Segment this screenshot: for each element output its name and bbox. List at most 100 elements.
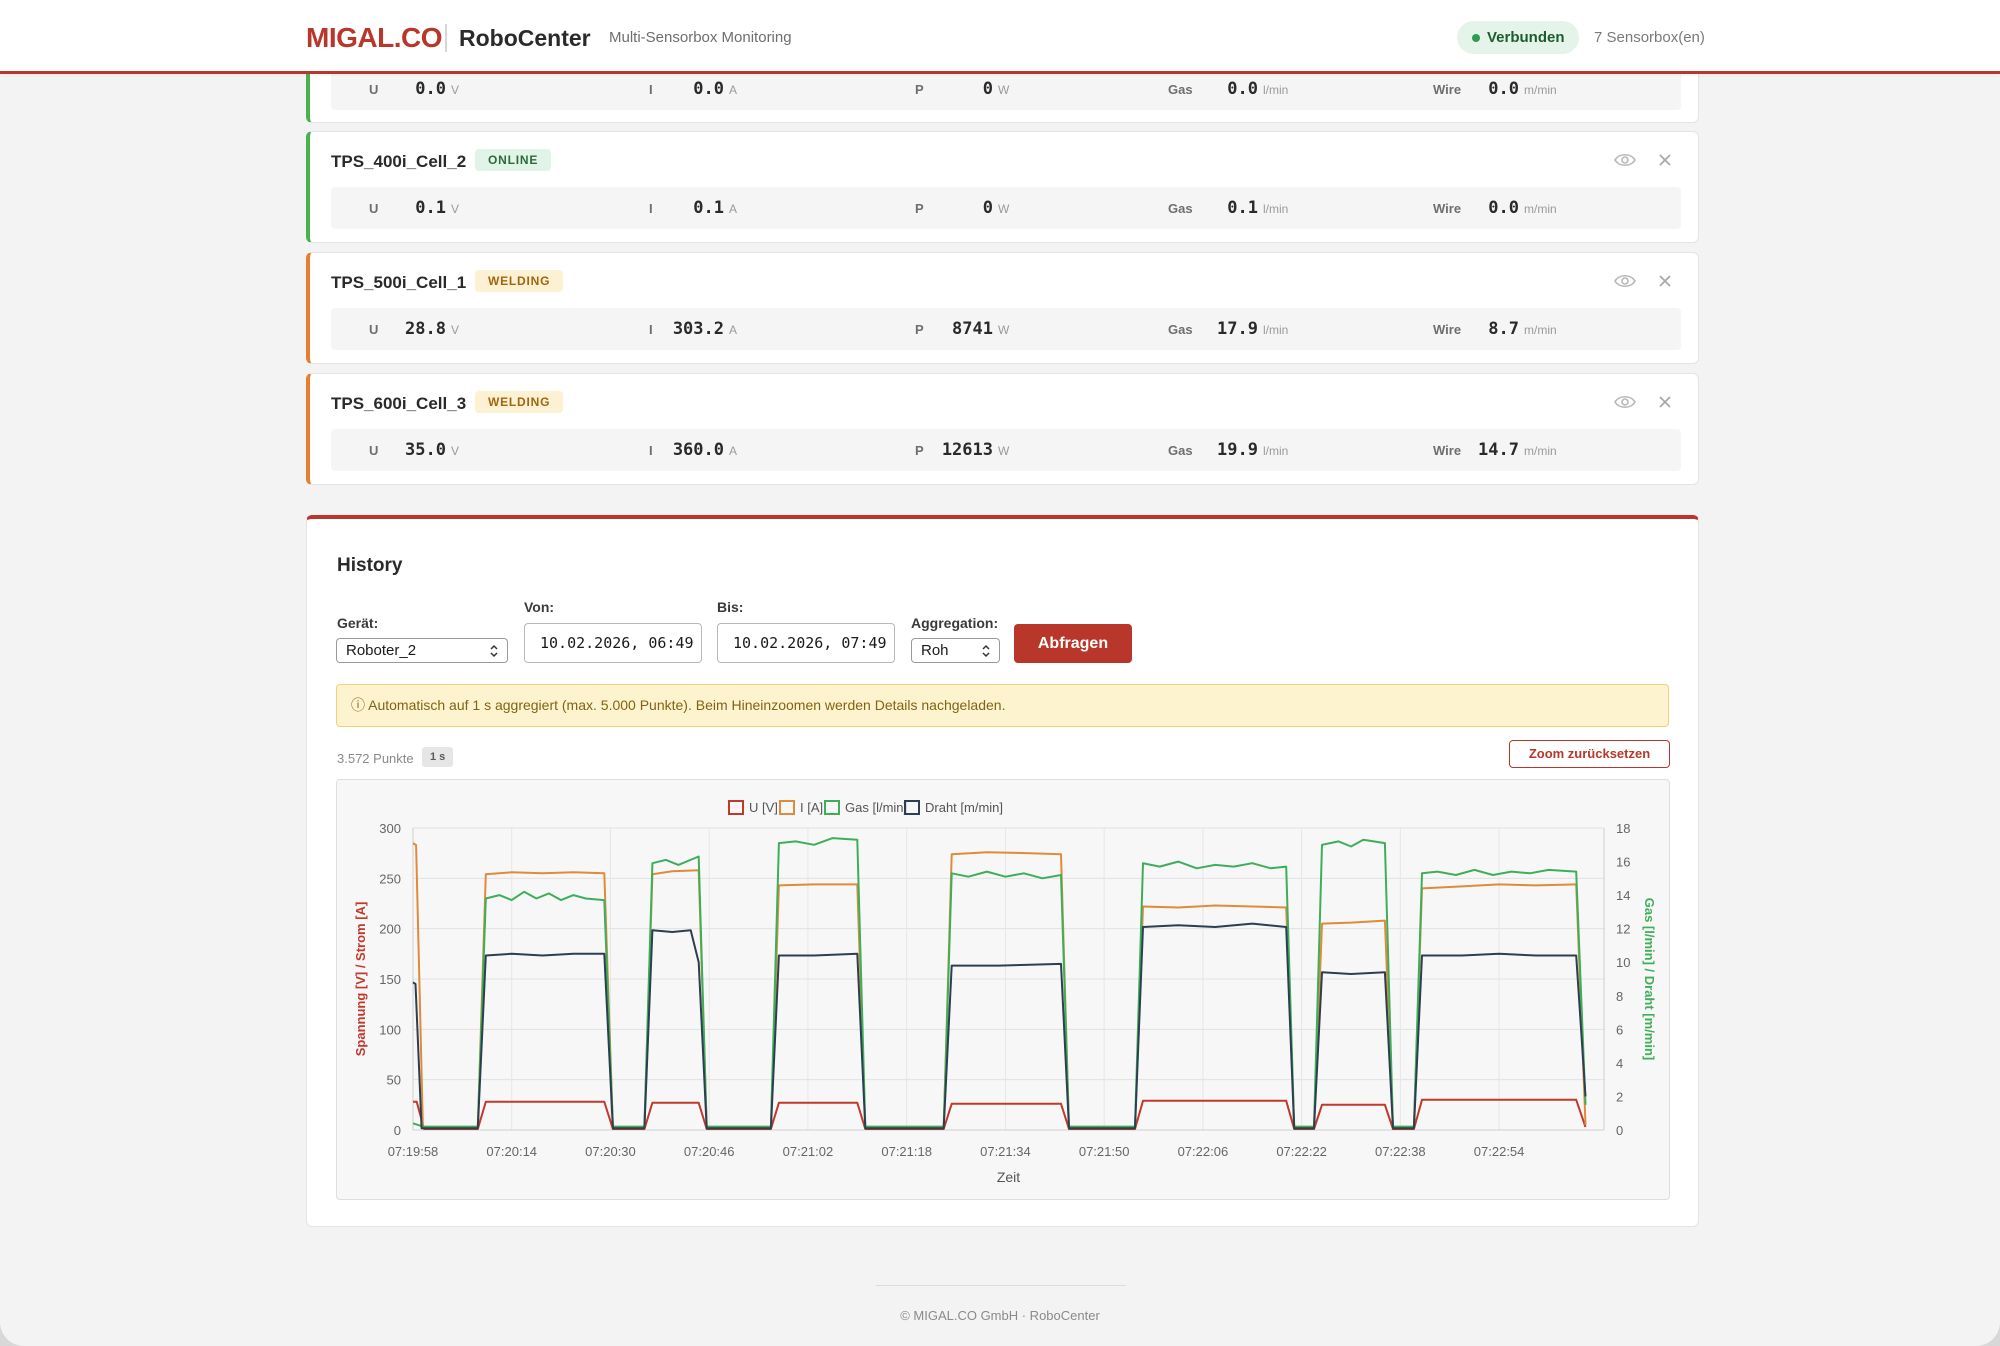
y-right-axis-title: Gas [l/min] / Draht [m/min] [1642, 898, 1657, 1061]
y-right-tick-label: 0 [1616, 1123, 1623, 1138]
x-tick-label: 07:20:30 [585, 1144, 636, 1159]
metric-value: 0.0 [1488, 79, 1519, 99]
metric-label: Gas [1168, 82, 1193, 97]
history-title: History [337, 555, 402, 577]
metric-unit: A [729, 83, 737, 97]
legend-label: Gas [l/min] [845, 800, 907, 815]
x-tick-label: 07:19:58 [388, 1144, 439, 1159]
footer-divider [876, 1285, 1126, 1286]
metric-value: 360.0 [673, 440, 724, 460]
metric-label: Gas [1168, 322, 1193, 337]
metric-value: 0.1 [415, 198, 446, 218]
y-left-tick-label: 100 [379, 1022, 401, 1037]
x-tick-label: 07:22:38 [1375, 1144, 1426, 1159]
metric-unit: V [451, 323, 459, 337]
device-name: TPS_400i_Cell_2 [331, 152, 466, 172]
metric-unit: W [998, 444, 1009, 458]
app-name: RoboCenter [459, 25, 591, 52]
eye-icon[interactable] [1614, 271, 1636, 291]
legend-label: I [A] [800, 800, 823, 815]
metrics-row: U 35.0 V I 360.0 A P 12613 W Gas 19.9 l/min Wire 14.7… [331, 429, 1681, 471]
metric-label: Wire [1433, 82, 1461, 97]
metric-label: P [915, 322, 924, 337]
aggregation-label: Aggregation: [911, 615, 998, 631]
query-button[interactable]: Abfragen [1014, 624, 1132, 663]
status-dot-icon [1472, 34, 1480, 42]
brand-logo[interactable]: MIGAL.CO [306, 22, 442, 54]
device-name: TPS_600i_Cell_3 [331, 394, 466, 414]
close-icon[interactable] [1654, 392, 1676, 412]
metric-label: Wire [1433, 201, 1461, 216]
device-card: TPS_600i_Cell_3 WELDING U 35.0 V I 360.0 A P 12… [306, 373, 1699, 485]
metric-value: 12613 [942, 440, 993, 460]
footer-text: © MIGAL.CO GmbH · RoboCenter [0, 1308, 2000, 1323]
device-name: TPS_500i_Cell_1 [331, 273, 466, 293]
metric-value: 35.0 [405, 440, 446, 460]
metric-value: 0 [983, 198, 993, 218]
metric-unit: W [998, 83, 1009, 97]
metric-label: Wire [1433, 443, 1461, 458]
aggregation-select[interactable]: Roh [911, 638, 1000, 663]
history-chart-container[interactable]: 0 50 100 150 200 250 300 0 2 4 6 8 10 12 14 16 18 07:19:5… [336, 779, 1670, 1200]
device-select[interactable]: Roboter_2 [336, 638, 508, 663]
metric-unit: m/min [1524, 444, 1557, 458]
metrics-row: U 0.1 V I 0.1 A P 0 W Gas 0.1 l/min Wire 0.0 m/min [331, 187, 1681, 229]
metric-value: 19.9 [1217, 440, 1258, 460]
app-subtitle: Multi-Sensorbox Monitoring [609, 29, 792, 46]
device-select-label: Gerät: [337, 615, 378, 631]
legend-swatch [729, 801, 743, 814]
metric-value: 0.1 [1227, 198, 1258, 218]
metric-label: U [369, 201, 378, 216]
metric-value: 17.9 [1217, 319, 1258, 339]
metrics-row: U 0.0 V I 0.0 A P 0 W Gas 0.0 l/min Wire 0.0 m/min [331, 68, 1681, 110]
metric-value: 14.7 [1478, 440, 1519, 460]
metric-unit: l/min [1263, 202, 1288, 216]
y-left-tick-label: 150 [379, 972, 401, 987]
history-chart[interactable]: 0 50 100 150 200 250 300 0 2 4 6 8 10 12 14 16 18 07:19:5… [337, 780, 1671, 1201]
y-right-tick-label: 18 [1616, 821, 1630, 836]
connection-status-badge: Verbunden [1457, 21, 1579, 54]
metric-unit: l/min [1263, 444, 1288, 458]
y-right-tick-label: 16 [1616, 855, 1630, 870]
eye-icon[interactable] [1614, 150, 1636, 170]
metric-label: I [649, 82, 653, 97]
x-axis-title: Zeit [997, 1169, 1020, 1185]
metric-unit: W [998, 323, 1009, 337]
metric-value: 8.7 [1488, 319, 1519, 339]
y-left-tick-label: 300 [379, 821, 401, 836]
metric-unit: l/min [1263, 83, 1288, 97]
close-icon[interactable] [1654, 150, 1676, 170]
from-datetime-input[interactable]: 10.02.2026, 06:49 [524, 623, 702, 663]
metric-label: U [369, 443, 378, 458]
y-right-tick-label: 4 [1616, 1056, 1623, 1071]
legend-swatch [780, 801, 794, 814]
metric-unit: V [451, 444, 459, 458]
metric-label: P [915, 443, 924, 458]
metric-unit: m/min [1524, 202, 1557, 216]
to-datetime-input[interactable]: 10.02.2026, 07:49 [717, 623, 895, 663]
zoom-reset-button[interactable]: Zoom zurücksetzen [1509, 740, 1670, 768]
metric-value: 0.0 [1227, 79, 1258, 99]
metric-label: P [915, 82, 924, 97]
metric-value: 0.0 [415, 79, 446, 99]
eye-icon[interactable] [1614, 392, 1636, 412]
device-card: TPS_400i_Cell_2 ONLINE U 0.1 V I 0.1 A P 0 W Gas 0… [306, 131, 1699, 243]
metric-unit: W [998, 202, 1009, 216]
metric-unit: V [451, 83, 459, 97]
status-badge: ONLINE [475, 149, 551, 171]
y-right-tick-label: 10 [1616, 955, 1630, 970]
select-arrows-icon [981, 643, 991, 659]
connection-status-label: Verbunden [1487, 29, 1565, 46]
metrics-row: U 28.8 V I 303.2 A P 8741 W Gas 17.9 l/min Wire 8.7 m/… [331, 308, 1681, 350]
metric-unit: V [451, 202, 459, 216]
metric-label: Wire [1433, 322, 1461, 337]
app-header: MIGAL.CO RoboCenter Multi-Sensorbox Moni… [0, 0, 2000, 74]
metric-unit: A [729, 444, 737, 458]
metric-value: 0.1 [693, 198, 724, 218]
metric-value: 0.0 [1488, 198, 1519, 218]
aggregation-select-value: Roh [921, 642, 949, 659]
sensor-count: 7 Sensorbox(en) [1594, 29, 1705, 46]
y-right-tick-label: 8 [1616, 989, 1623, 1004]
x-tick-label: 07:20:14 [486, 1144, 537, 1159]
close-icon[interactable] [1654, 271, 1676, 291]
